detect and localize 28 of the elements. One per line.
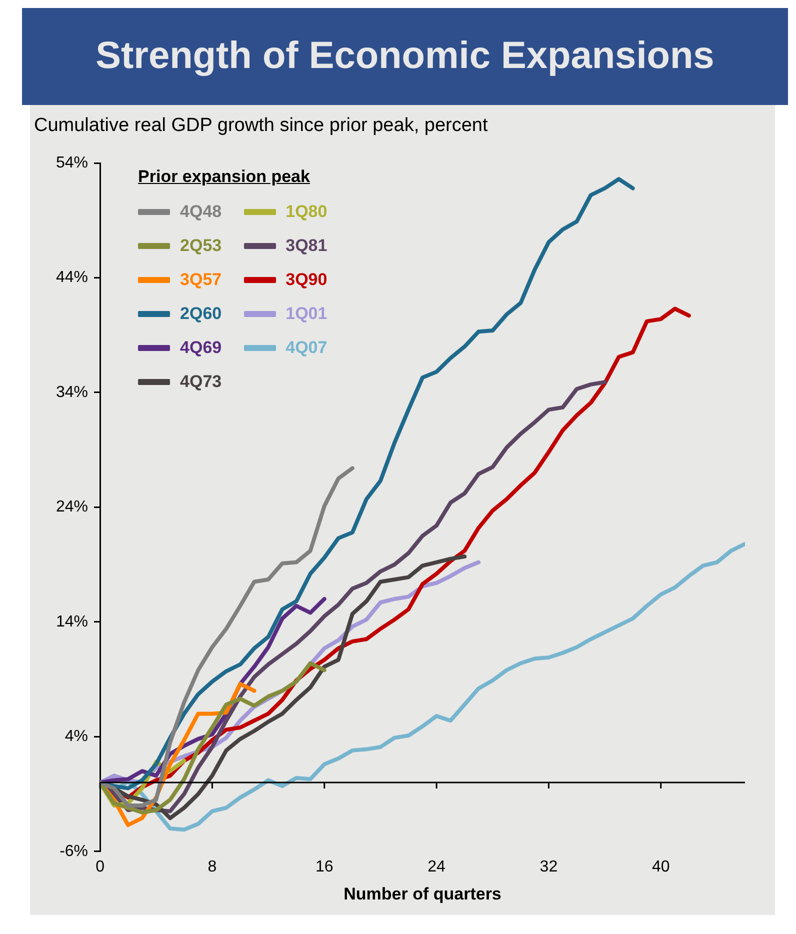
x-tick-label: 24 — [428, 858, 446, 876]
legend-label: 1Q01 — [286, 304, 328, 324]
x-tick-label: 40 — [652, 858, 670, 876]
legend-label: 3Q81 — [286, 236, 328, 256]
y-tick-label: 34% — [56, 384, 88, 401]
legend-label: 3Q57 — [180, 270, 222, 290]
y-axis-title: Cumulative real GDP growth since prior peak, percent — [34, 115, 488, 137]
y-tick-label: 14% — [56, 613, 88, 630]
x-tick-label: 0 — [96, 858, 105, 876]
y-tick-label: 54% — [56, 154, 88, 172]
legend-label: 4Q73 — [180, 372, 222, 392]
legend-title: Prior expansion peak — [138, 167, 310, 187]
legend-label: 3Q90 — [286, 270, 328, 290]
chart-title: Strength of Economic Expansions — [96, 35, 714, 78]
x-tick-label: 32 — [540, 858, 558, 876]
y-tick-label: 24% — [56, 498, 88, 516]
legend-label: 1Q80 — [286, 202, 328, 222]
legend-label: 2Q60 — [180, 304, 222, 324]
legend-label: 4Q69 — [180, 338, 222, 358]
y-tick-label: 4% — [64, 728, 88, 746]
legend-label: 4Q07 — [286, 338, 328, 358]
x-tick-label: 16 — [315, 858, 334, 876]
x-tick-label: 8 — [208, 858, 217, 876]
x-axis-title: Number of quarters — [344, 884, 502, 904]
legend-label: 2Q53 — [180, 236, 222, 256]
y-tick-label: 44% — [56, 269, 88, 286]
y-tick-label: -6% — [60, 842, 88, 860]
legend-label: 4Q48 — [180, 202, 222, 222]
